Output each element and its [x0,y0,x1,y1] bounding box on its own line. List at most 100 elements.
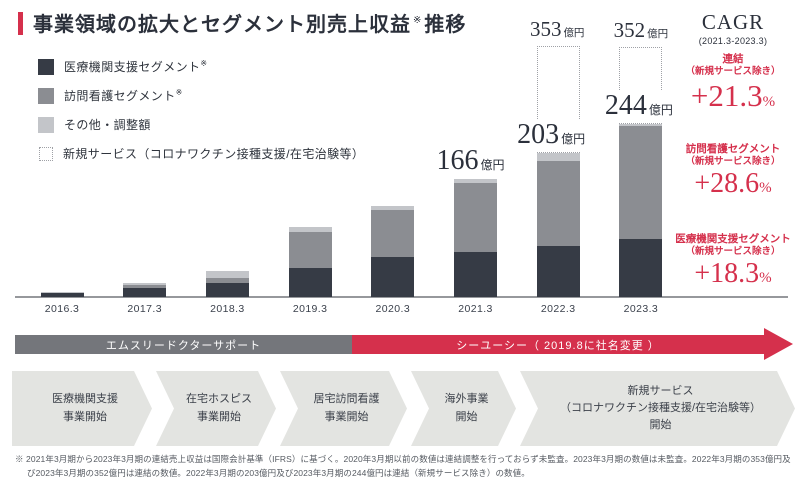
value-label-unit: 億円 [647,29,669,41]
milestone-box: 居宅訪問看護 事業開始 [280,371,407,446]
milestone-box: 医療機関支援 事業開始 [12,371,152,446]
legend-note-mark: ※ [200,59,208,68]
bar-segment-dark [40,292,84,297]
bar-segment-light [288,227,332,232]
bar-segment-dark [123,287,167,297]
value-label-203: 203 億円 [514,118,589,151]
cagr-scope: 訪問看護セグメント [685,143,781,155]
cagr-percent-sign: % [759,180,772,196]
bar-segment-dark [371,256,415,297]
legend-label-text: 医療機関支援セグメント [64,60,201,74]
value-label-353: 353 億円 [530,17,585,42]
page-title: 事業領域の拡大とセグメント別売上収益 ※ 推移 [33,8,466,37]
cagr-panel: CAGR (2021.3-2023.3) 連結 （新規サービス除き） +21.3% 訪… [660,0,800,300]
x-axis-label: 2016.3 [44,303,80,315]
milestone-text: 新規サービス [627,384,694,397]
bar-segment-light [40,292,84,293]
legend-item-dark: 医療機関支援セグメント※ [38,58,364,75]
value-label-number: 203 [517,118,560,150]
cagr-value-number: +28.6 [694,168,760,199]
value-label-unit: 億円 [480,158,505,173]
x-axis-label: 2019.3 [292,303,328,315]
page-title-suffix: 推移 [424,14,467,36]
bar-segment-light [123,282,167,285]
milestone-text: 海外事業 [444,393,489,406]
milestone-box: 海外事業 開始 [411,371,516,446]
timeline-arrowhead-icon [764,328,793,360]
legend-label-text: 新規サービス（コロナワクチン接種支援/在宅治験等） [63,147,365,161]
cagr-value: +21.3% [660,78,800,114]
bar-segment-light [454,179,497,184]
timeline-segment-cuc: シーユーシー（ 2019.8に社名変更 ） [352,335,764,354]
timeline-red-label: シーユーシー（ 2019.8に社名変更 ） [456,339,660,352]
legend-swatch-mid-icon [38,87,54,104]
x-axis-label: 2023.3 [623,303,659,315]
footnote: ※ 2021年3月期から2023年3月期の連結売上収益は国際会計基準（IFRS）… [15,454,791,479]
bar-segment-dark [288,267,332,297]
milestone-box: 在宅ホスピス 事業開始 [156,371,276,446]
bar-segment-light [536,152,580,161]
cagr-scope: 医療機関支援セグメント [675,233,791,245]
cagr-value-number: +21.3 [690,78,763,113]
x-axis-label: 2022.3 [540,303,576,315]
x-axis-label: 2021.3 [458,303,493,315]
cagr-percent-sign: % [759,270,772,286]
title-note-mark: ※ [413,15,423,27]
legend-note-mark: ※ [175,88,183,97]
legend-label: 訪問看護セグメント※ [64,87,183,104]
milestone-text: 事業開始 [197,410,241,423]
legend-swatch-light-icon [38,116,54,133]
milestone-text: 開始 [455,410,478,423]
milestone-text: 医療機関支援 [52,393,118,406]
bar-segment-dark [536,245,580,297]
value-label-unit: 億円 [561,131,586,146]
cagr-heading: CAGR [701,10,765,34]
cagr-percent-sign: % [762,94,776,110]
bar-segment-mid [288,231,332,268]
x-axis-line [15,296,788,298]
legend-swatch-dotted-icon [39,146,53,161]
chart-legend: 医療機関支援セグメント※ 訪問看護セグメント※ その他・調整額 新規サービス（コロナワ… [38,58,364,174]
bar-segment-dark [619,238,663,297]
timeline-gray-label: エムスリードクターサポート [105,339,262,352]
cagr-item: 医療機関支援セグメント （新規サービス除き） +18.3% [660,233,800,290]
page-title-main: 事業領域の拡大とセグメント別売上収益 [33,14,411,36]
cagr-item: 連結 （新規サービス除き） +21.3% [660,53,800,114]
milestone-text: 事業開始 [63,410,107,423]
value-label-number: 166 [436,145,479,177]
legend-label: 医療機関支援セグメント※ [64,58,208,75]
cagr-value-number: +18.3 [694,258,760,289]
cagr-qualifier: （新規サービス除き） [685,156,781,168]
cagr-period: (2021.3-2023.3) [698,36,768,46]
x-axis-label: 2018.3 [210,303,245,315]
value-label-244: 244 億円 [601,89,676,122]
bar-segment-light [371,206,415,210]
legend-label: 新規サービス（コロナワクチン接種支援/在宅治験等） [63,145,364,162]
bar-segment-dark [454,252,497,297]
legend-label: その他・調整額 [64,116,151,133]
milestone-box: 新規サービス （コロナワクチン接種支援/在宅治験等） 開始 [520,371,795,446]
cagr-value: +18.3% [660,258,800,290]
cagr-qualifier: （新規サービス除き） [685,246,781,258]
timeline-segment-m3-doctor-support: エムスリードクターサポート [15,335,352,354]
milestone-text: 居宅訪問看護 [313,393,380,406]
milestone-text: 在宅ホスピス [186,393,252,406]
value-label-unit: 億円 [648,102,673,117]
bar-segment-light [619,123,663,126]
legend-label-text: その他・調整額 [64,118,151,132]
value-label-352: 352 億円 [614,18,669,43]
bar-segment-mid [536,160,580,246]
legend-item-light: その他・調整額 [38,116,364,133]
value-label-number: 353 [529,17,562,42]
bar-segment-mid [205,277,249,283]
bar-segment-dark [205,282,249,297]
legend-item-mid: 訪問看護セグメント※ [38,87,364,104]
value-label-166: 166 億円 [436,145,504,177]
milestone-text: 開始 [649,419,672,432]
x-axis-label: 2020.3 [375,303,411,315]
title-accent-bar [18,12,23,35]
x-axis-label: 2017.3 [127,303,162,315]
new-services-dotted-box [619,47,663,124]
milestone-row: 医療機関支援 事業開始 在宅ホスピス 事業開始 居宅訪問看護 事業開始 海外事業 開始 新規サー… [12,371,795,446]
